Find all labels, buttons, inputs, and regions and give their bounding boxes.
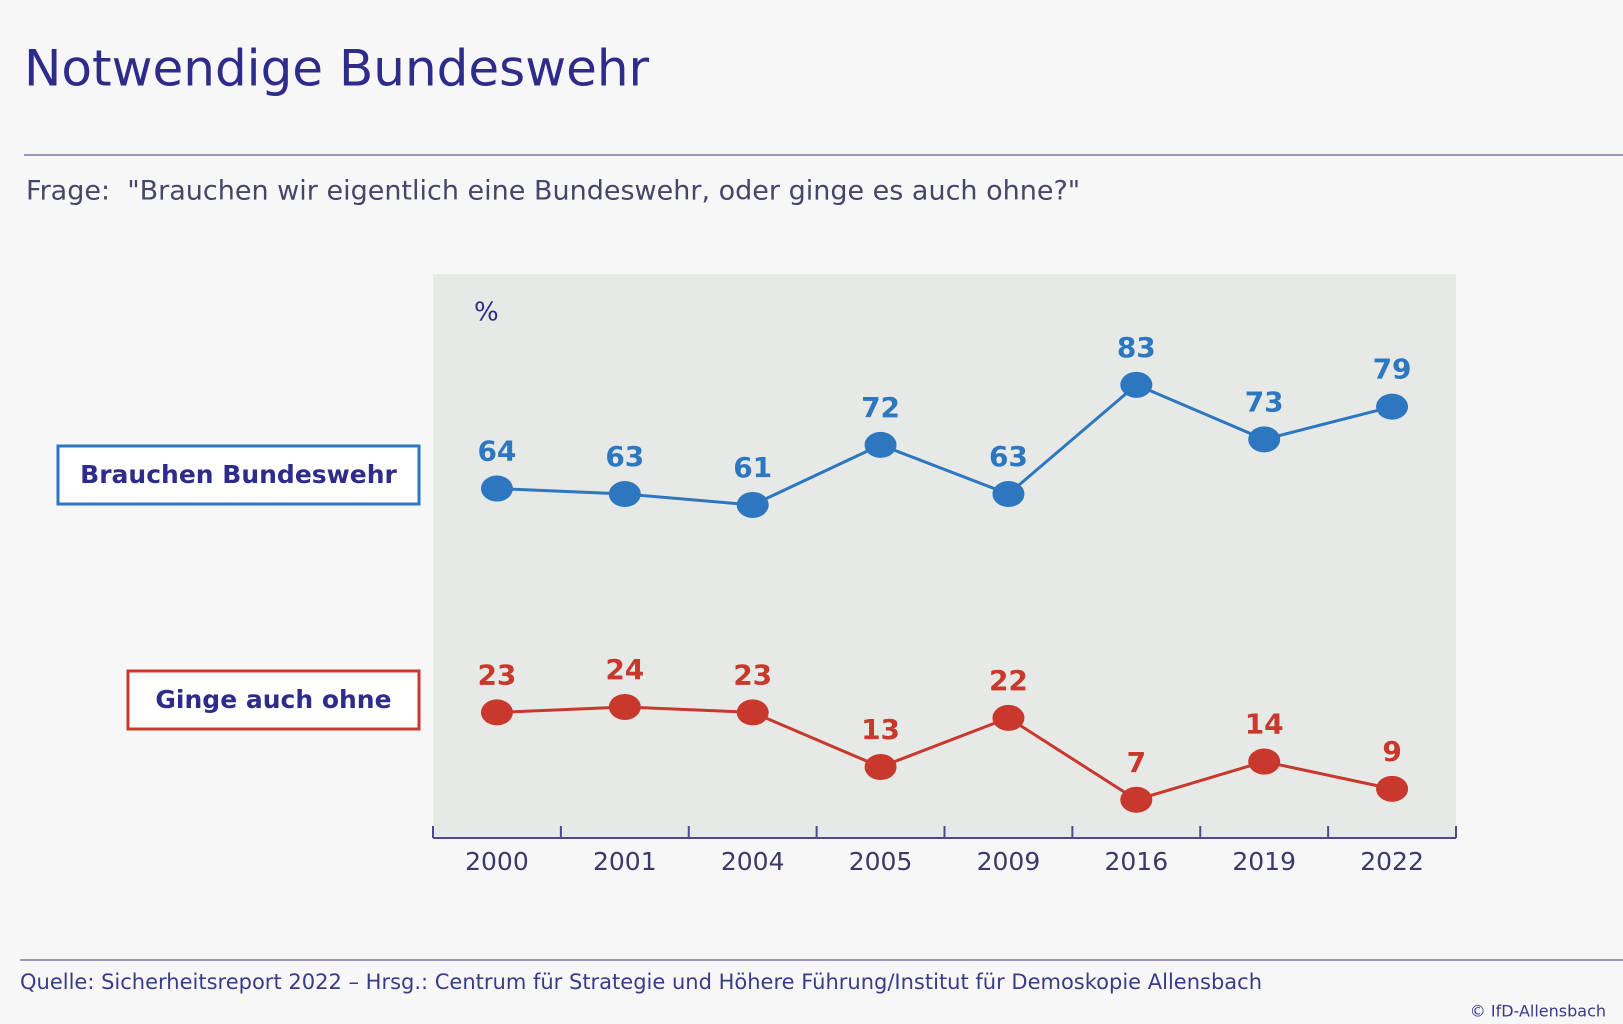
legend-label: Brauchen Bundeswehr [80,460,397,489]
data-label: 63 [605,440,644,473]
x-tick-label: 2001 [593,847,657,876]
series-line [496,705,1393,802]
point [1248,748,1281,775]
point [736,699,769,726]
point [736,491,769,518]
data-label: 23 [477,658,516,691]
point [1376,775,1409,802]
x-tick-label: 2000 [465,847,529,876]
data-label: 63 [989,440,1028,473]
data-label: 72 [861,391,900,424]
point [480,699,513,726]
copyright: © IfD-Allensbach [1470,1002,1606,1021]
point [1248,426,1281,453]
data-label: 24 [605,653,644,686]
x-tick-label: 2022 [1360,847,1424,876]
point [992,481,1025,508]
x-tick-label: 2019 [1232,847,1296,876]
series-line [496,383,1393,507]
point [864,754,897,781]
data-label: 79 [1373,353,1412,386]
chart-subtitle: Frage: "Brauchen wir eigentlich eine Bun… [26,176,1080,207]
data-label: 7 [1127,746,1146,779]
x-tick-label: 2004 [721,847,785,876]
data-label: 13 [861,713,900,746]
plot-area [433,274,1456,838]
legend-label: Ginge auch ohne [155,685,391,714]
point [480,475,513,502]
data-label: 64 [477,435,516,468]
x-tick-label: 2009 [977,847,1041,876]
point [864,431,897,458]
data-label: 22 [989,664,1028,697]
data-label: 73 [1245,385,1284,418]
unit-label: % [474,298,499,328]
source: Quelle: Sicherheitsreport 2022 – Hrsg.: … [20,970,1262,994]
point [1120,371,1153,398]
legend-box [56,444,421,506]
data-label: 61 [733,451,772,484]
chart-title: Notwendige Bundeswehr [24,40,650,98]
point [608,693,641,720]
point [608,481,641,508]
data-label: 23 [733,658,772,691]
data-label: 83 [1117,331,1156,364]
x-tick-label: 2016 [1105,847,1169,876]
point [992,704,1025,731]
point [1376,393,1409,420]
data-label: 14 [1245,708,1284,741]
x-tick-label: 2005 [849,847,913,876]
legend-box [126,669,421,731]
data-label: 9 [1382,735,1401,768]
point [1120,786,1153,813]
